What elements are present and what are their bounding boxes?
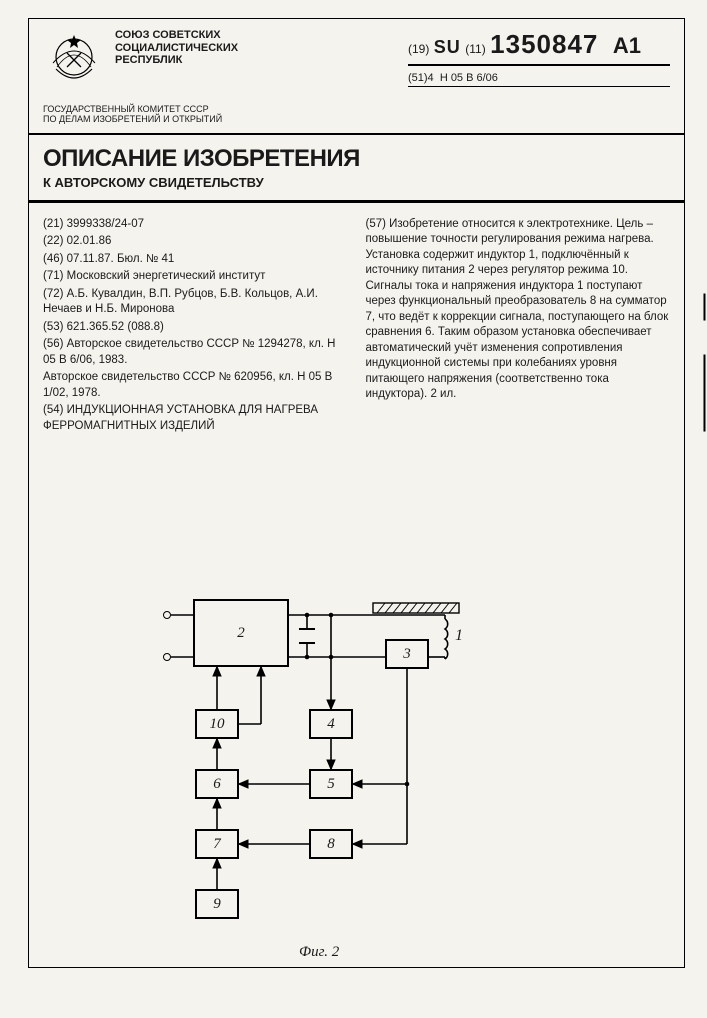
input-terminal — [163, 653, 171, 661]
field-72: (72) А.Б. Кувалдин, В.П. Рубцов, Б.В. Ко… — [43, 287, 348, 318]
block-3: 3 — [385, 639, 429, 669]
union-line: СОЦИАЛИСТИЧЕСКИХ — [115, 42, 400, 55]
left-column: (21) 3999338/24-07 (22) 02.01.86 (46) 07… — [43, 217, 348, 437]
field-53: (53) 621.365.52 (088.8) — [43, 320, 348, 336]
pub-number-line: (19) SU (11) 1350847 A1 — [408, 29, 670, 60]
inductor-label: 1 — [455, 627, 463, 645]
block-4: 4 — [309, 709, 353, 739]
block-10: 10 — [195, 709, 239, 739]
block-5: 5 — [309, 769, 353, 799]
header-row: СОЮЗ СОВЕТСКИХ СОЦИАЛИСТИЧЕСКИХ РЕСПУБЛИ… — [29, 19, 684, 99]
publication-block: (19) SU (11) 1350847 A1 (51)4 H 05 B 6/0… — [400, 29, 670, 91]
title-block: ОПИСАНИЕ ИЗОБРЕТЕНИЯ К АВТОРСКОМУ СВИДЕТ… — [29, 135, 684, 194]
right-column: (57) Изобретение относится к электротехн… — [366, 217, 671, 437]
rule — [408, 86, 670, 87]
field-11: (11) — [465, 42, 485, 56]
abstract-text: (57) Изобретение относится к электротехн… — [366, 217, 671, 403]
field-19: (19) — [408, 42, 429, 56]
figure-label: Фиг. 2 — [299, 944, 339, 961]
field-56b: Авторское свидетельство СССР № 620956, к… — [43, 370, 348, 401]
field-46: (46) 07.11.87. Бюл. № 41 — [43, 252, 348, 268]
block-2: 2 — [193, 599, 289, 667]
input-terminal — [163, 611, 171, 619]
title-text: ОПИСАНИЕ ИЗОБРЕТЕНИЯ К АВТОРСКОМУ СВИДЕТ… — [43, 145, 360, 190]
title-sub: К АВТОРСКОМУ СВИДЕТЕЛЬСТВУ — [43, 175, 360, 190]
field-21: (21) 3999338/24-07 — [43, 217, 348, 233]
body-columns: (21) 3999338/24-07 (22) 02.01.86 (46) 07… — [29, 203, 684, 437]
committee-block: ГОСУДАРСТВЕННЫЙ КОМИТЕТ СССР ПО ДЕЛАМ ИЗ… — [29, 99, 684, 129]
union-text: СОЮЗ СОВЕТСКИХ СОЦИАЛИСТИЧЕСКИХ РЕСПУБЛИ… — [115, 29, 400, 91]
pub-number: 1350847 — [490, 29, 598, 59]
field-22: (22) 02.01.86 — [43, 234, 348, 250]
page-frame: СОЮЗ СОВЕТСКИХ СОЦИАЛИСТИЧЕСКИХ РЕСПУБЛИ… — [28, 18, 685, 968]
field-51: (51)4 — [408, 72, 434, 84]
block-7: 7 — [195, 829, 239, 859]
committee-line: ПО ДЕЛАМ ИЗОБРЕТЕНИЙ И ОТКРЫТИЙ — [43, 115, 670, 125]
block-8: 8 — [309, 829, 353, 859]
union-line: СОЮЗ СОВЕТСКИХ — [115, 29, 400, 42]
block-6: 6 — [195, 769, 239, 799]
ipc-line: (51)4 H 05 B 6/06 — [408, 72, 670, 84]
ussr-emblem-icon — [43, 29, 105, 91]
field-54: (54) ИНДУКЦИОННАЯ УСТАНОВКА ДЛЯ НАГРЕВА … — [43, 403, 348, 434]
block-9: 9 — [195, 889, 239, 919]
field-71: (71) Московский энергетический институт — [43, 269, 348, 285]
field-56a: (56) Авторское свидетельство СССР № 1294… — [43, 337, 348, 368]
union-line: РЕСПУБЛИК — [115, 54, 400, 67]
title-main: ОПИСАНИЕ ИЗОБРЕТЕНИЯ — [43, 145, 360, 173]
figure-2-diagram: 2 3 10 4 6 5 7 8 9 1 Фиг. 2 — [129, 589, 469, 959]
country-code: SU — [434, 37, 461, 57]
ipc-code: H 05 B 6/06 — [440, 72, 498, 84]
rule — [408, 64, 670, 66]
kind-code: A1 — [613, 33, 641, 58]
